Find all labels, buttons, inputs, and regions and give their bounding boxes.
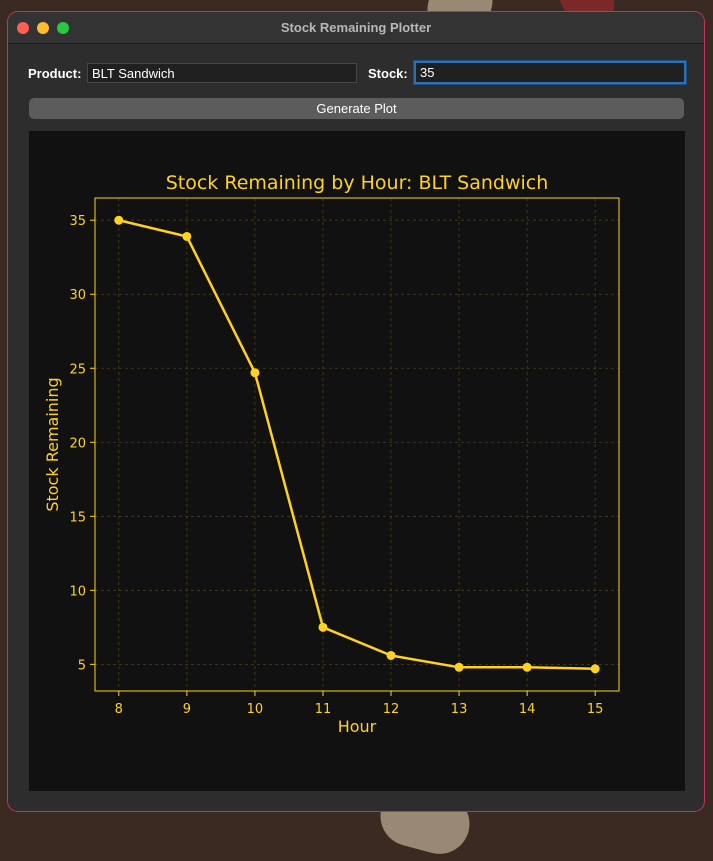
x-tick-label: 9 [183, 702, 191, 717]
y-tick-label: 20 [69, 436, 86, 451]
data-point [386, 650, 396, 660]
x-tick-label: 10 [247, 702, 264, 717]
window-title: Stock Remaining Plotter [280, 20, 432, 35]
data-point [250, 368, 260, 378]
data-point [454, 662, 464, 672]
product-input[interactable] [87, 63, 357, 83]
plot-frame [94, 197, 620, 692]
product-label: Product: [28, 66, 82, 81]
y-tick-label: 25 [69, 362, 86, 377]
x-tick-label: 8 [115, 702, 123, 717]
y-axis-label: Stock Remaining [43, 377, 62, 511]
y-tick-label: 35 [69, 214, 86, 229]
x-tick-label: 12 [383, 702, 400, 717]
title-bar[interactable]: Stock Remaining Plotter [8, 12, 704, 44]
app-window: Stock Remaining Plotter Product: Stock: … [7, 11, 705, 812]
x-tick-label: 15 [587, 702, 604, 717]
x-tick-label: 11 [315, 702, 332, 717]
maximize-icon[interactable] [57, 22, 69, 34]
data-point [318, 622, 328, 632]
data-point [114, 215, 124, 225]
close-icon[interactable] [17, 22, 29, 34]
x-tick-label: 14 [519, 702, 536, 717]
y-tick-label: 15 [69, 510, 86, 525]
x-axis-label: Hour [338, 717, 377, 736]
data-point [590, 664, 600, 674]
chart-title: Stock Remaining by Hour: BLT Sandwich [166, 172, 549, 194]
stock-input[interactable] [414, 61, 686, 84]
y-tick-label: 30 [69, 288, 86, 303]
data-point [182, 231, 192, 241]
x-tick-label: 13 [451, 702, 468, 717]
y-tick-label: 10 [69, 584, 86, 599]
y-tick-label: 5 [78, 658, 86, 673]
stock-label: Stock: [368, 66, 408, 81]
plot-panel: 8 9 10 11 12 13 14 15 5 10 15 20 25 30 35 Stock Remaini… [29, 131, 685, 791]
generate-plot-button[interactable]: Generate Plot [29, 98, 684, 119]
stock-chart: 8 9 10 11 12 13 14 15 5 10 15 20 25 30 35 Stock Remaini… [43, 172, 620, 736]
series-line [118, 218, 596, 671]
minimize-icon[interactable] [37, 22, 49, 34]
data-point [522, 662, 532, 672]
